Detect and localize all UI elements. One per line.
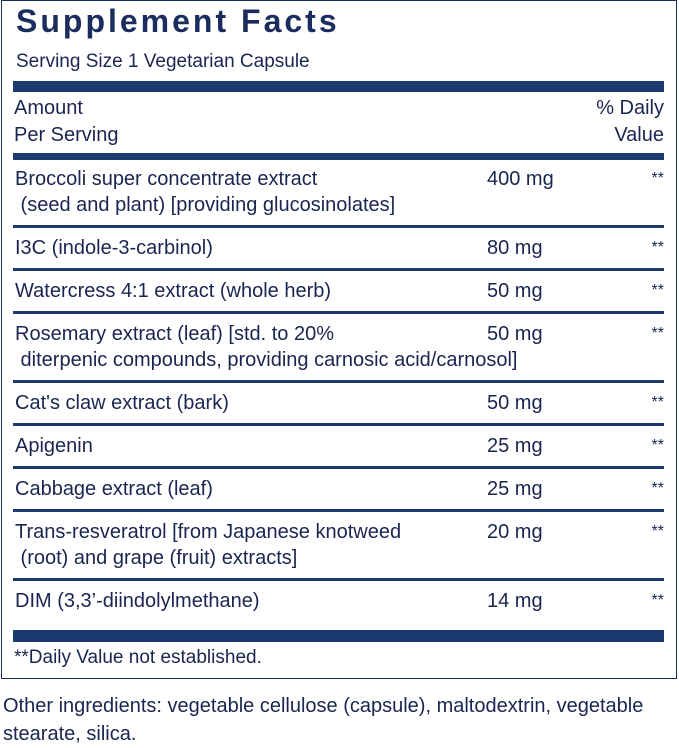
divider-bar-top (13, 81, 664, 92)
ingredient-name: I3C (indole-3-carbinol) (15, 235, 487, 261)
ingredient-amount: 14 mg (487, 590, 543, 612)
ingredient-row: DIM (3,3’-diindolylmethane) 14 mg ** (13, 578, 664, 621)
ingredient-row: Trans-resveratrol [from Japanese knotwee… (13, 509, 664, 578)
ingredient-daily-value: ** (651, 282, 664, 299)
ingredient-amount: 25 mg (487, 478, 543, 500)
ingredient-row: Cat's claw extract (bark) 50 mg ** (13, 380, 664, 423)
ingredient-name-line1: Rosemary extract (leaf) [std. to 20% (15, 323, 335, 345)
ingredient-amount: 50 mg (487, 323, 543, 345)
divider-bar-bottom (13, 630, 664, 642)
ingredient-daily-value: ** (651, 239, 664, 256)
dv-header-line1: % Daily (596, 97, 664, 119)
column-header: Amount Per Serving % Daily Value (14, 95, 664, 149)
ingredient-daily-value: ** (651, 480, 664, 497)
ingredient-daily-value: ** (651, 523, 664, 540)
ingredient-name: Broccoli super concentrate extract (seed… (15, 166, 487, 218)
ingredient-name-line1: Cat's claw extract (bark) (15, 392, 229, 414)
ingredient-row: Cabbage extract (leaf) 25 mg ** (13, 466, 664, 509)
ingredient-amount: 400 mg (487, 168, 554, 190)
ingredient-row: Apigenin 25 mg ** (13, 423, 664, 466)
ingredient-amount: 25 mg (487, 435, 543, 457)
ingredient-name-line1: Apigenin (15, 435, 93, 457)
ingredient-amount: 80 mg (487, 237, 543, 259)
ingredient-row: Watercress 4:1 extract (whole herb) 50 mg… (13, 268, 664, 311)
ingredient-row: Rosemary extract (leaf) [std. to 20% dit… (13, 311, 664, 380)
ingredient-name-line1: Watercress 4:1 extract (whole herb) (15, 280, 332, 302)
ingredient-daily-value: ** (651, 437, 664, 454)
ingredient-name-line1: Broccoli super concentrate extract (15, 168, 318, 190)
ingredient-daily-value: ** (651, 325, 664, 342)
ingredient-name: Trans-resveratrol [from Japanese knotwee… (15, 519, 487, 571)
ingredient-daily-value: ** (651, 592, 664, 609)
ingredient-row: Broccoli super concentrate extract (seed… (13, 160, 664, 225)
ingredient-name-line1: DIM (3,3’-diindolylmethane) (15, 590, 260, 612)
ingredient-name: Apigenin (15, 433, 487, 459)
ingredient-name: Watercress 4:1 extract (whole herb) (15, 278, 487, 304)
ingredient-name-line1: Cabbage extract (leaf) (15, 478, 213, 500)
ingredient-daily-value: ** (651, 170, 664, 187)
supplement-facts-panel: Supplement Facts Serving Size 1 Vegetari… (1, 0, 677, 679)
ingredient-name-line1: I3C (indole-3-carbinol) (15, 237, 213, 259)
ingredient-list: Broccoli super concentrate extract (seed… (13, 160, 664, 621)
ingredient-name-line1: Trans-resveratrol [from Japanese knotwee… (15, 521, 402, 543)
amount-header-line2: Per Serving (14, 124, 119, 146)
ingredient-amount: 50 mg (487, 392, 543, 414)
ingredient-name: Cabbage extract (leaf) (15, 476, 487, 502)
other-ingredients: Other ingredients: vegetable cellulose (… (3, 695, 644, 745)
ingredient-name-line2: diterpenic compounds, providing carnosic… (15, 349, 518, 371)
ingredient-amount: 50 mg (487, 280, 543, 302)
ingredient-daily-value: ** (651, 394, 664, 411)
serving-size: Serving Size 1 Vegetarian Capsule (16, 51, 310, 72)
ingredient-name: Rosemary extract (leaf) [std. to 20% dit… (15, 321, 518, 373)
ingredient-name: DIM (3,3’-diindolylmethane) (15, 588, 487, 614)
ingredient-name-line2: (seed and plant) [providing glucosinolat… (15, 194, 396, 216)
dv-header-line2: Value (614, 124, 664, 146)
ingredient-amount: 20 mg (487, 521, 543, 543)
amount-header-line1: Amount (14, 97, 83, 119)
ingredient-name-line2: (root) and grape (fruit) extracts] (15, 547, 298, 569)
footnote: **Daily Value not established. (14, 647, 262, 668)
ingredient-row: I3C (indole-3-carbinol) 80 mg ** (13, 225, 664, 268)
panel-title: Supplement Facts (16, 3, 340, 39)
ingredient-name: Cat's claw extract (bark) (15, 390, 487, 416)
divider-bar-header (13, 153, 664, 160)
